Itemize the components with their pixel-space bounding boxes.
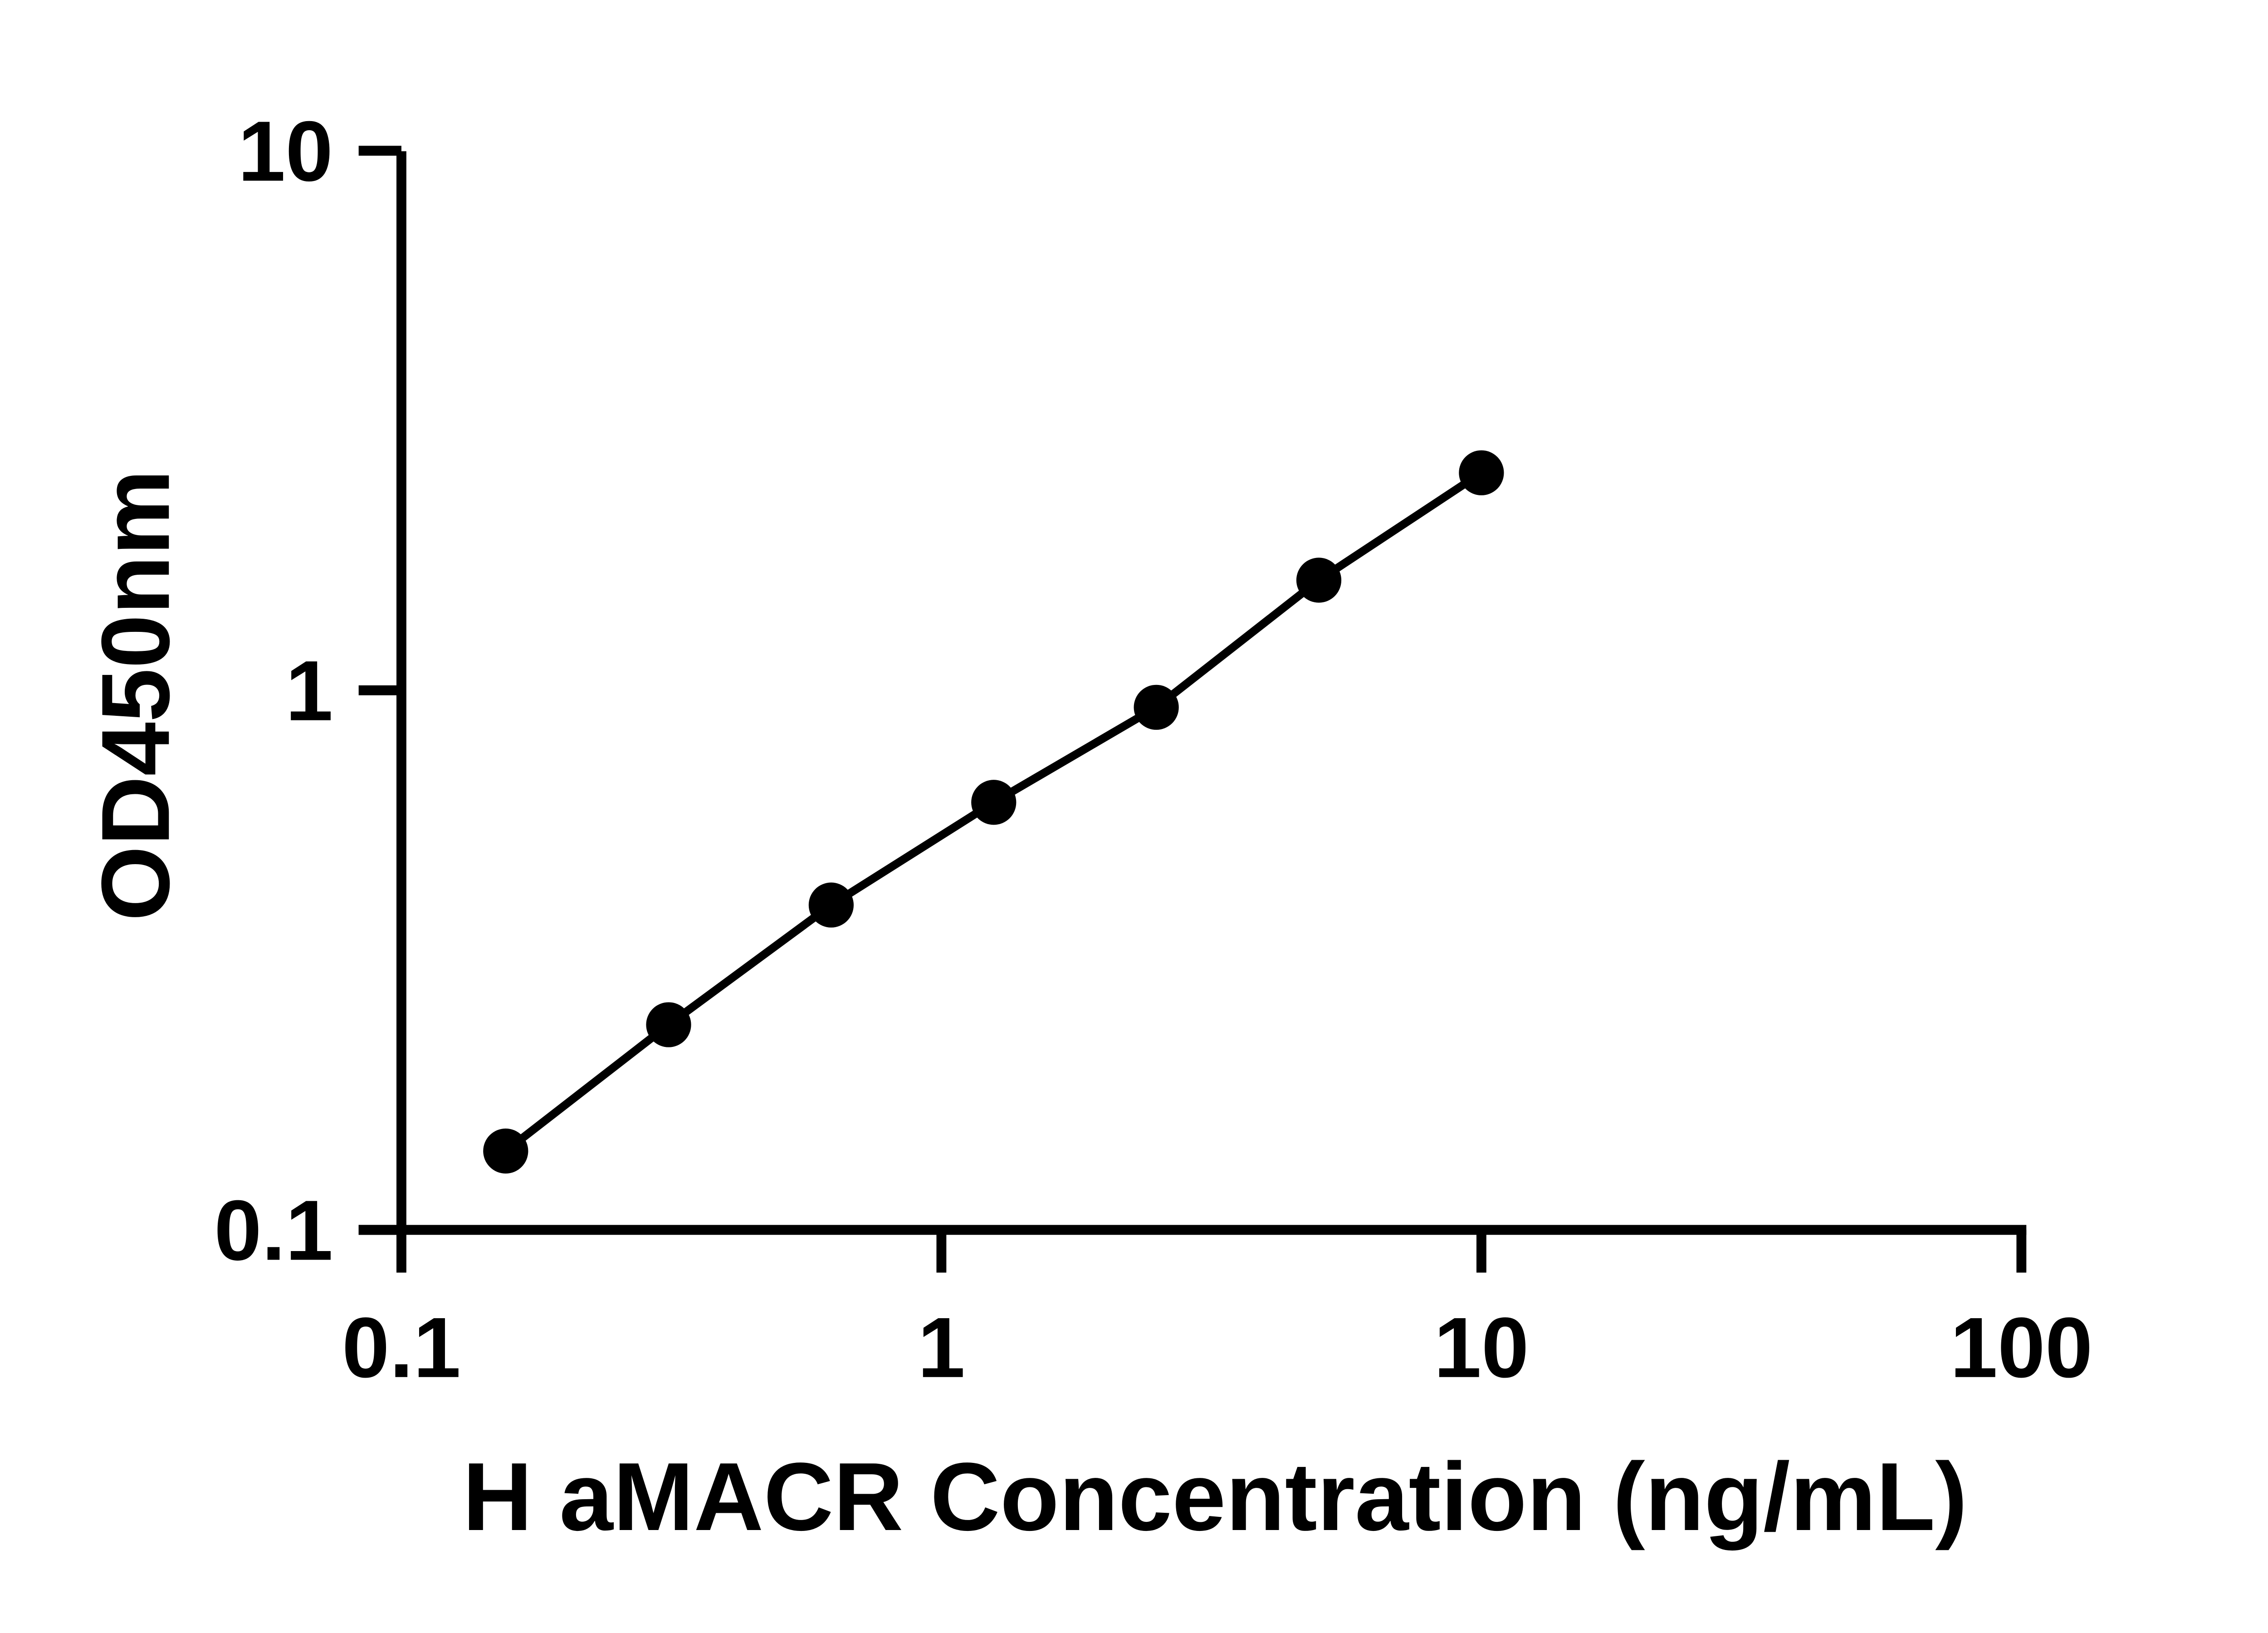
y-tick-label: 1 [285,643,333,738]
data-point [1296,557,1342,603]
x-tick-label: 100 [1950,1300,2092,1395]
data-point [1134,684,1179,730]
data-point [646,1002,691,1047]
x-axis-title: H aMACR Concentration (ng/mL) [463,1443,1968,1551]
y-axis-tick-labels: 0.1 1 10 [214,103,333,1278]
data-point [808,882,854,928]
data-point-markers [483,450,1504,1174]
y-tick-label: 10 [238,103,333,199]
y-axis-ticks [358,146,401,1235]
x-axis-tick-labels: 0.1 1 10 100 [342,1300,2093,1395]
axes [358,146,2027,1273]
x-tick-label: 0.1 [342,1300,461,1395]
data-point [971,780,1017,825]
data-point [1459,450,1504,495]
data-point [483,1128,528,1174]
x-tick-label: 10 [1434,1300,1529,1395]
y-tick-label: 0.1 [214,1182,333,1278]
x-tick-label: 1 [918,1300,965,1395]
x-axis-ticks [396,1230,2027,1273]
data-series [483,450,1504,1174]
y-axis-title: OD450nm [82,469,190,921]
